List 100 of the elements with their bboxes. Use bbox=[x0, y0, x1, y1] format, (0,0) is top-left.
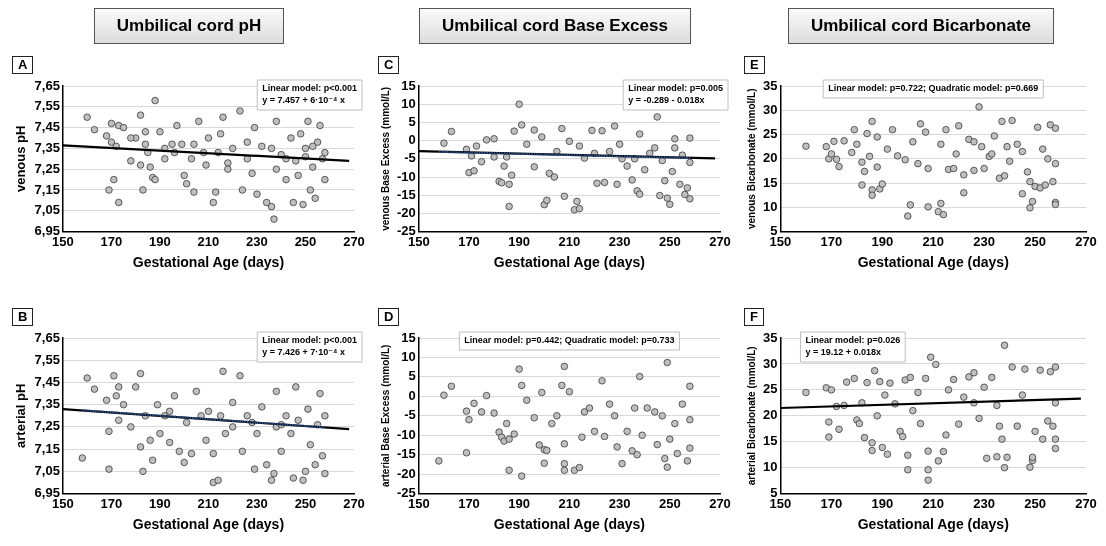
y-tick-label: 5 bbox=[408, 368, 416, 384]
x-tick-label: 250 bbox=[294, 233, 317, 249]
x-axis-title: Gestational Age (days) bbox=[857, 254, 1009, 271]
x-tick-label: 170 bbox=[100, 233, 123, 249]
y-axis-title: venous Bicarbonate (mmol/L) bbox=[745, 88, 757, 230]
y-tick-label: -5 bbox=[404, 407, 416, 423]
annotation: Linear model: p<0.001 bbox=[262, 82, 358, 93]
y-tick-label: 0 bbox=[408, 387, 416, 403]
y-tick-label: -10 bbox=[396, 426, 416, 442]
annotation: Linear model: p=0.722; Quadratic model: p=0.669 bbox=[828, 82, 1039, 93]
x-tick-label: 270 bbox=[343, 495, 365, 511]
y-tick-label: 7,25 bbox=[34, 418, 60, 434]
x-tick-label: 190 bbox=[871, 233, 894, 249]
x-tick-label: 190 bbox=[149, 233, 171, 249]
y-tick-label: 30 bbox=[762, 101, 778, 117]
chart-title: Umbilical cord Bicarbonate bbox=[787, 8, 1055, 44]
y-tick-label: 30 bbox=[762, 355, 778, 371]
x-tick-label: 230 bbox=[246, 233, 268, 249]
y-tick-label: 35 bbox=[762, 329, 778, 345]
y-tick-label: 15 bbox=[762, 433, 778, 449]
x-tick-label: 230 bbox=[608, 495, 631, 511]
x-axis-title: Gestational Age (days) bbox=[493, 254, 645, 271]
x-axis-title: Gestational Age (days) bbox=[857, 516, 1009, 533]
y-tick-label: -15 bbox=[396, 186, 416, 202]
y-tick-label: 7,15 bbox=[34, 440, 60, 456]
y-tick-label: -10 bbox=[396, 168, 416, 184]
x-tick-label: 190 bbox=[508, 495, 531, 511]
x-tick-label: 210 bbox=[922, 233, 945, 249]
y-tick-label: 7,35 bbox=[34, 139, 60, 155]
y-tick-label: 10 bbox=[401, 349, 416, 365]
x-tick-label: 210 bbox=[197, 233, 220, 249]
y-tick-label: 0 bbox=[408, 132, 416, 148]
y-tick-label: 7,55 bbox=[34, 351, 60, 367]
y-tick-label: 7,65 bbox=[34, 77, 60, 93]
x-tick-label: 170 bbox=[820, 233, 843, 249]
y-tick-label: 15 bbox=[762, 174, 778, 190]
x-tick-label: 230 bbox=[973, 233, 995, 249]
chart-title: Umbilical cord pH bbox=[93, 8, 285, 44]
y-tick-label: 7,15 bbox=[34, 181, 60, 197]
x-tick-label: 170 bbox=[458, 495, 480, 511]
chart-title: Umbilical cord Base Excess bbox=[419, 8, 691, 44]
x-tick-label: 210 bbox=[558, 495, 581, 511]
x-tick-label: 270 bbox=[709, 495, 731, 511]
x-tick-label: 210 bbox=[197, 495, 220, 511]
y-tick-label: -20 bbox=[396, 465, 416, 481]
chart-subtitle: F bbox=[744, 308, 764, 326]
x-axis-title: Gestational Age (days) bbox=[132, 516, 285, 533]
y-axis-title: venous Base Excess (mmol/L) bbox=[379, 86, 391, 231]
x-tick-label: 210 bbox=[922, 495, 945, 511]
y-tick-label: 7,45 bbox=[34, 119, 60, 135]
x-tick-label: 190 bbox=[871, 495, 894, 511]
x-tick-label: 170 bbox=[820, 495, 843, 511]
annotation: y = -0.289 - 0.018x bbox=[628, 94, 705, 105]
x-tick-label: 250 bbox=[294, 495, 317, 511]
y-tick-label: 25 bbox=[762, 381, 778, 397]
x-tick-label: 250 bbox=[658, 495, 681, 511]
annotation: y = 7.426 + 7·10⁻⁴ x bbox=[262, 346, 345, 357]
x-tick-label: 170 bbox=[458, 233, 480, 249]
annotation: Linear model: p=0.026 bbox=[805, 334, 901, 345]
y-axis-title: arterial Bicarbonate (mmol/L) bbox=[745, 346, 757, 486]
x-tick-label: 270 bbox=[1075, 233, 1097, 249]
y-tick-label: 7,45 bbox=[34, 374, 60, 390]
chart-subtitle: C bbox=[378, 56, 400, 74]
y-tick-label: 5 bbox=[408, 113, 416, 129]
y-tick-label: 20 bbox=[762, 407, 778, 423]
chart-subtitle: E bbox=[744, 56, 765, 74]
x-tick-label: 170 bbox=[100, 495, 123, 511]
y-axis-title: arterial Base Excess (mmol/L) bbox=[379, 344, 391, 487]
y-tick-label: 7,65 bbox=[34, 329, 60, 345]
annotation: Linear model: p=0.442; Quadratic model: p=0.733 bbox=[464, 334, 675, 345]
y-tick-label: 10 bbox=[401, 95, 416, 111]
x-axis-title: Gestational Age (days) bbox=[493, 516, 645, 533]
annotation: Linear model: p<0.001 bbox=[262, 334, 358, 345]
x-tick-label: 250 bbox=[1024, 495, 1046, 511]
x-axis-title: Gestational Age (days) bbox=[132, 254, 285, 271]
x-tick-label: 210 bbox=[558, 233, 581, 249]
y-tick-label: 7,25 bbox=[34, 160, 60, 176]
y-tick-label: 10 bbox=[762, 198, 778, 214]
y-axis-title: arterial pH bbox=[13, 383, 29, 448]
y-tick-label: 7,35 bbox=[34, 396, 60, 412]
y-tick-label: 35 bbox=[762, 77, 778, 93]
y-tick-label: -5 bbox=[404, 150, 416, 166]
x-tick-label: 190 bbox=[508, 233, 531, 249]
x-tick-label: 270 bbox=[343, 233, 365, 249]
chart-subtitle: B bbox=[12, 308, 34, 326]
x-tick-label: 230 bbox=[973, 495, 995, 511]
x-tick-label: 250 bbox=[1024, 233, 1046, 249]
x-tick-label: 270 bbox=[709, 233, 731, 249]
chart-subtitle: A bbox=[12, 56, 34, 74]
annotation: Linear model: p=0.005 bbox=[628, 82, 724, 93]
y-tick-label: 7,05 bbox=[34, 202, 60, 218]
y-tick-label: 25 bbox=[762, 126, 778, 142]
y-tick-label: 7,05 bbox=[34, 462, 60, 478]
y-axis-title: venous pH bbox=[13, 125, 29, 193]
x-tick-label: 230 bbox=[246, 495, 268, 511]
annotation: y = 7.457 + 6·10⁻⁴ x bbox=[262, 94, 345, 105]
y-tick-label: 20 bbox=[762, 150, 778, 166]
y-tick-label: 10 bbox=[762, 459, 778, 475]
annotation: y = 19.12 + 0.018x bbox=[805, 346, 882, 357]
y-tick-label: 15 bbox=[401, 329, 416, 345]
